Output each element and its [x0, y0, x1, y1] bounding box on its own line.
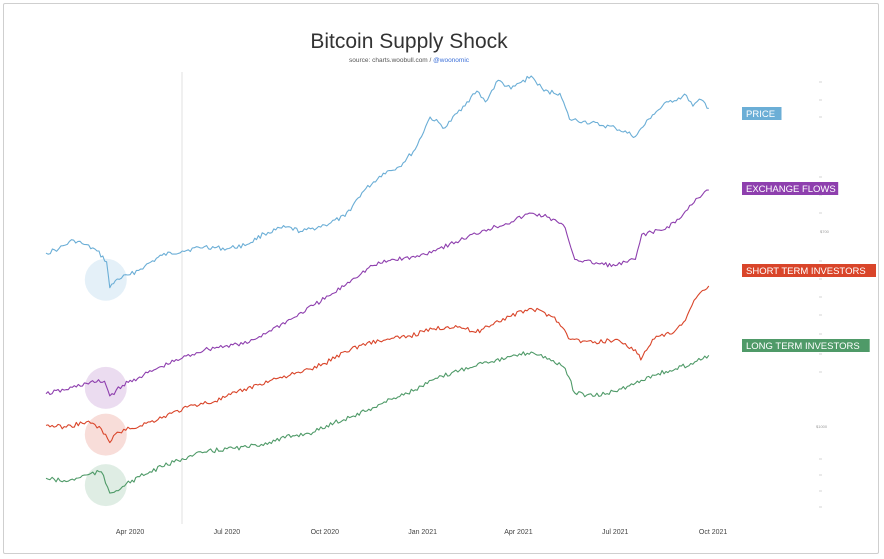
legend: PRICE EXCHANGE FLOWS SHORT TERM INVESTORS L…: [742, 107, 876, 352]
legend-label: EXCHANGE FLOWS: [746, 184, 836, 195]
crash-highlights: [84, 258, 127, 507]
source-handle-link[interactable]: @woonomic: [433, 57, 470, 64]
crash-highlight-exchange: [84, 366, 127, 409]
chart-frame: Bitcoin Supply Shock source: charts.woob…: [3, 3, 879, 554]
source-prefix: source: charts.woobull.com /: [349, 57, 433, 64]
x-axis-ticks: Apr 2020 Jul 2020 Oct 2020 Jan 2021 Apr 2021…: [116, 529, 728, 536]
chart-title: Bitcoin Supply Shock: [310, 30, 508, 53]
series-lines: [45, 75, 710, 494]
x-tick-label: Apr 2020: [116, 529, 145, 536]
x-tick-label: Jul 2020: [214, 529, 241, 536]
legend-item-exchange: EXCHANGE FLOWS: [742, 182, 839, 195]
legend-item-long-term: LONG TERM INVESTORS: [742, 339, 870, 352]
right-axis-label-2: $1000: [816, 424, 828, 429]
series-line-exchange: [45, 189, 709, 397]
x-tick-label: Oct 2020: [311, 529, 340, 536]
legend-swatch: [742, 339, 870, 352]
legend-label: SHORT TERM INVESTORS: [746, 266, 866, 277]
legend-item-short-term: SHORT TERM INVESTORS: [742, 264, 876, 277]
legend-swatch: [742, 182, 839, 195]
series-line-long-term: [45, 351, 710, 494]
legend-swatch: [742, 107, 782, 120]
series-line-short-term: [45, 285, 710, 444]
series-line-price: [45, 75, 709, 289]
x-tick-label: Oct 2021: [699, 529, 728, 536]
legend-swatch: [742, 264, 876, 277]
crash-highlight-long-term: [84, 464, 127, 507]
x-tick-label: Apr 2021: [504, 529, 533, 536]
legend-item-price: PRICE: [742, 107, 782, 120]
legend-label: LONG TERM INVESTORS: [746, 341, 860, 352]
x-tick-label: Jan 2021: [408, 529, 437, 536]
x-tick-label: Jul 2021: [602, 529, 629, 536]
right-axis-label-1: $700: [820, 229, 830, 234]
legend-label: PRICE: [746, 109, 775, 120]
right-axis-ticks: $700 $1000: [816, 81, 830, 508]
chart-canvas: Bitcoin Supply Shock source: charts.woob…: [45, 30, 876, 536]
chart-source: source: charts.woobull.com / @woonomic: [349, 57, 470, 64]
crash-highlight-price: [84, 258, 127, 301]
